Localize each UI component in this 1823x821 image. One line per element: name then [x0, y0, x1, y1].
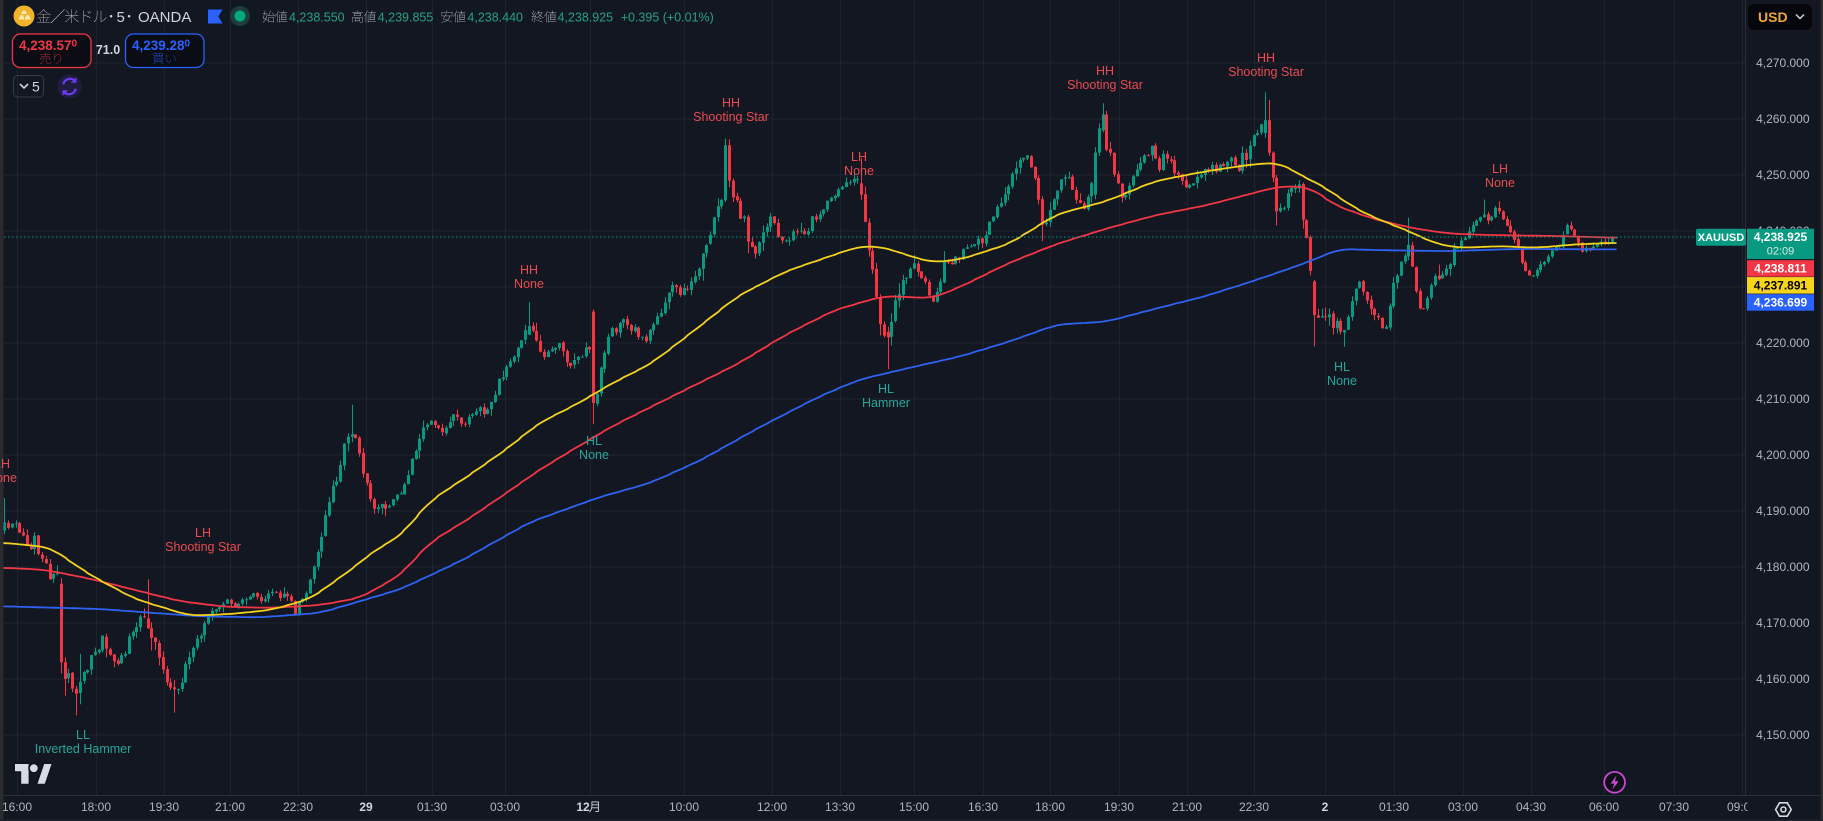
svg-text:None: None: [1485, 176, 1515, 190]
svg-text:07:30: 07:30: [1659, 800, 1689, 814]
svg-text:Hammer: Hammer: [862, 396, 910, 410]
svg-text:XAUUSD: XAUUSD: [1698, 232, 1745, 244]
svg-text:16:30: 16:30: [968, 800, 998, 814]
svg-text:LL: LL: [76, 728, 90, 742]
svg-text:4,239.280: 4,239.280: [132, 38, 191, 53]
svg-text:None: None: [844, 164, 874, 178]
svg-text:4,250.000: 4,250.000: [1756, 168, 1810, 182]
svg-text:LH: LH: [195, 526, 211, 540]
svg-text:21:00: 21:00: [1172, 800, 1202, 814]
svg-text:HH: HH: [520, 263, 538, 277]
svg-text:Shooting Star: Shooting Star: [693, 110, 769, 124]
svg-text:Shooting Star: Shooting Star: [1228, 65, 1304, 79]
svg-text:HH: HH: [1096, 64, 1114, 78]
svg-text:06:00: 06:00: [1589, 800, 1619, 814]
svg-text:29: 29: [359, 800, 373, 814]
svg-text:None: None: [0, 471, 17, 485]
svg-text:HL: HL: [1334, 360, 1350, 374]
svg-text:12:00: 12:00: [757, 800, 787, 814]
svg-text:HL: HL: [586, 434, 602, 448]
svg-text:02:09: 02:09: [1767, 246, 1795, 258]
svg-text:4,150.000: 4,150.000: [1756, 728, 1810, 742]
svg-text:09:00: 09:00: [1727, 800, 1757, 814]
svg-text:18:00: 18:00: [81, 800, 111, 814]
svg-text:Shooting Star: Shooting Star: [1067, 78, 1143, 92]
svg-text:16:00: 16:00: [2, 800, 32, 814]
svg-text:4,238.811: 4,238.811: [1754, 262, 1807, 276]
svg-text:OANDA: OANDA: [138, 9, 191, 26]
svg-text:19:30: 19:30: [149, 800, 179, 814]
svg-text:5: 5: [32, 79, 40, 95]
svg-text:4,236.699: 4,236.699: [1754, 296, 1808, 310]
svg-text:03:00: 03:00: [1448, 800, 1478, 814]
svg-text:18:00: 18:00: [1035, 800, 1065, 814]
svg-text:4,237.891: 4,237.891: [1754, 279, 1808, 293]
svg-text:None: None: [514, 277, 544, 291]
svg-text:4,190.000: 4,190.000: [1756, 504, 1810, 518]
svg-text:21:00: 21:00: [215, 800, 245, 814]
svg-text:+0.395 (+0.01%): +0.395 (+0.01%): [621, 11, 714, 25]
svg-text:4,238.440: 4,238.440: [467, 11, 523, 25]
svg-text:4,239.855: 4,239.855: [378, 11, 434, 25]
svg-text:12: 12: [576, 800, 590, 814]
svg-text:4,238.570: 4,238.570: [19, 38, 78, 53]
svg-text:4,180.000: 4,180.000: [1756, 560, 1810, 574]
svg-text:01:30: 01:30: [417, 800, 447, 814]
svg-text:Inverted Hammer: Inverted Hammer: [35, 742, 132, 756]
svg-text:22:30: 22:30: [1239, 800, 1269, 814]
svg-text:HH: HH: [1257, 51, 1275, 65]
svg-text:None: None: [579, 448, 609, 462]
svg-text:5: 5: [117, 9, 125, 26]
svg-text:71.0: 71.0: [96, 43, 120, 57]
svg-text:4,260.000: 4,260.000: [1756, 112, 1810, 126]
svg-text:01:30: 01:30: [1379, 800, 1409, 814]
svg-text:4,220.000: 4,220.000: [1756, 336, 1810, 350]
svg-text:04:30: 04:30: [1516, 800, 1546, 814]
svg-text:HH: HH: [722, 96, 740, 110]
svg-text:4,170.000: 4,170.000: [1756, 616, 1810, 630]
svg-text:10:00: 10:00: [669, 800, 699, 814]
svg-text:13:30: 13:30: [825, 800, 855, 814]
svg-text:HL: HL: [878, 382, 894, 396]
svg-text:LH: LH: [851, 150, 867, 164]
svg-text:2: 2: [1322, 800, 1329, 814]
svg-text:19:30: 19:30: [1104, 800, 1134, 814]
svg-text:15:00: 15:00: [899, 800, 929, 814]
svg-text:USD: USD: [1758, 9, 1788, 25]
svg-text:22:30: 22:30: [283, 800, 313, 814]
svg-text:03:00: 03:00: [490, 800, 520, 814]
svg-text:4,238.550: 4,238.550: [289, 11, 345, 25]
svg-text:4,200.000: 4,200.000: [1756, 448, 1810, 462]
svg-text:4,160.000: 4,160.000: [1756, 672, 1810, 686]
svg-text:LH: LH: [0, 457, 10, 471]
svg-text:4,210.000: 4,210.000: [1756, 392, 1810, 406]
svg-text:Shooting Star: Shooting Star: [165, 540, 241, 554]
svg-text:LH: LH: [1492, 162, 1508, 176]
svg-text:4,270.000: 4,270.000: [1756, 56, 1810, 70]
svg-text:4,238.925: 4,238.925: [1754, 230, 1808, 244]
svg-text:None: None: [1327, 374, 1357, 388]
svg-text:4,238.925: 4,238.925: [558, 11, 614, 25]
